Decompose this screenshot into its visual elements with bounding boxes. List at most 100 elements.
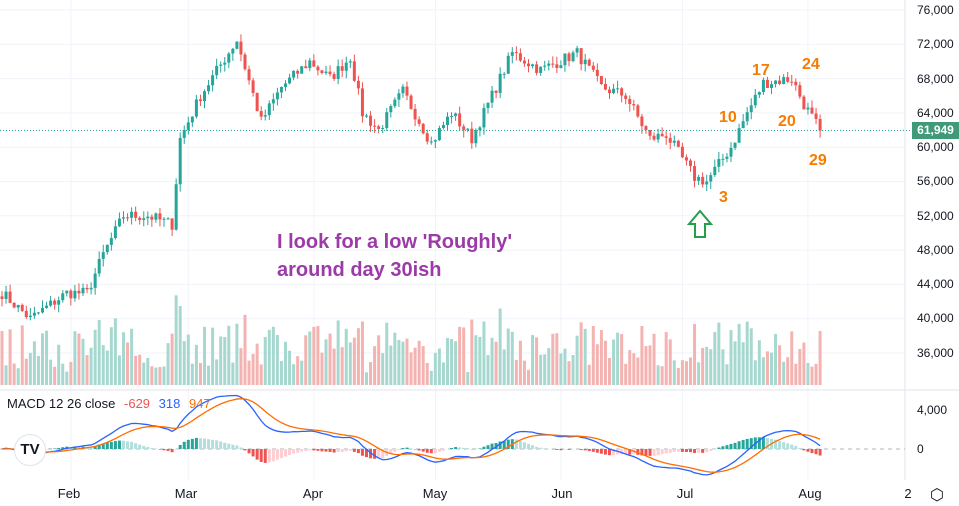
candle — [97, 258, 101, 274]
candle — [271, 99, 275, 104]
candle — [45, 305, 49, 308]
volume-bar — [69, 361, 73, 385]
volume-bar — [794, 363, 798, 385]
candle — [579, 48, 583, 65]
macd-line — [1, 394, 821, 476]
volume-bar — [198, 363, 202, 385]
settings-gear-icon[interactable]: ⬡ — [930, 487, 944, 504]
candle — [182, 129, 186, 138]
candle — [198, 99, 202, 102]
volume-bar — [211, 327, 215, 385]
candle — [170, 218, 174, 230]
macd-histogram-bar — [89, 446, 93, 449]
volume-bar — [207, 365, 211, 385]
x-tick: Jul — [676, 486, 694, 501]
macd-histogram-bar — [117, 440, 121, 449]
macd-histogram-bar — [178, 444, 182, 449]
candle — [794, 81, 798, 86]
candle — [12, 302, 16, 308]
volume-bar — [761, 357, 765, 385]
macd-histogram-bar — [668, 449, 672, 453]
macd-histogram-bar — [624, 449, 628, 455]
candle — [405, 86, 409, 96]
volume-bar — [782, 361, 786, 385]
candle — [433, 140, 437, 142]
macd-histogram-bar — [93, 445, 97, 449]
macd-histogram-bar — [798, 447, 802, 449]
candle — [745, 112, 749, 122]
candle — [292, 70, 296, 78]
volume-bar — [563, 348, 567, 385]
candle — [101, 252, 105, 259]
candle — [417, 119, 421, 124]
macd-histogram-bar — [373, 449, 377, 459]
macd-histogram-bar — [648, 449, 652, 456]
volume-bar — [437, 348, 441, 385]
volume-bar — [531, 335, 535, 385]
volume-bar — [271, 326, 275, 385]
volume-bar — [223, 337, 227, 385]
candle — [186, 122, 190, 130]
y-tick: 60,000 — [917, 140, 954, 154]
macd-histogram-bar — [194, 437, 198, 449]
volume-bar — [409, 352, 413, 385]
macd-histogram-bar — [288, 449, 292, 456]
volume-bar — [405, 338, 409, 385]
candle — [786, 77, 790, 82]
candle — [798, 85, 802, 97]
macd-histogram-bar — [559, 449, 563, 451]
candle — [551, 63, 555, 65]
macd-histogram-bar — [113, 441, 117, 449]
volume-bar — [190, 363, 194, 385]
macd-histogram-bar — [134, 443, 138, 449]
macd-histogram-bar — [122, 440, 125, 449]
note-line-1: I look for a low 'Roughly' — [277, 231, 513, 253]
macd-histogram-bar — [717, 447, 721, 449]
macd-histogram-bar — [628, 449, 632, 455]
candle — [510, 52, 514, 56]
candle — [608, 89, 611, 94]
volume-bar — [482, 321, 486, 385]
candle — [737, 128, 741, 143]
volume-bar — [0, 331, 4, 385]
macd-legend[interactable]: MACD 12 26 close -629 318 947 — [7, 396, 216, 411]
volume-bar — [587, 364, 591, 385]
volume-bar — [65, 371, 69, 385]
candle — [575, 48, 579, 53]
candle — [733, 142, 737, 148]
volume-bar — [462, 327, 466, 385]
candle — [57, 300, 61, 305]
macd-histogram-bar — [693, 449, 697, 453]
volume-bar — [798, 349, 802, 385]
macd-histogram-bar — [705, 449, 709, 453]
volume-bar — [543, 354, 547, 385]
macd-histogram-bar — [608, 449, 611, 456]
volume-bar — [85, 355, 89, 385]
candle — [616, 88, 620, 90]
y-tick: 72,000 — [917, 37, 954, 51]
volume-bar — [235, 323, 239, 385]
tradingview-logo[interactable]: TV — [14, 434, 46, 466]
candle — [490, 90, 494, 103]
macd-histogram-bar — [498, 441, 502, 449]
candle — [81, 287, 85, 294]
volume-bar — [158, 367, 162, 385]
candle — [709, 175, 713, 182]
volume-bar — [603, 340, 607, 385]
candle — [267, 103, 271, 116]
candle — [778, 80, 782, 85]
macd-histogram-bar — [689, 449, 692, 453]
note-line-2: around day 30ish — [277, 259, 442, 281]
candle — [203, 91, 206, 102]
macd-histogram-bar — [620, 449, 624, 455]
volume-bar — [644, 346, 648, 385]
volume-bar — [182, 341, 186, 385]
candle — [753, 94, 757, 106]
macd-histogram-bar — [539, 447, 543, 449]
volume-bar — [656, 365, 660, 385]
candle — [636, 105, 640, 117]
volume-bar — [514, 359, 518, 385]
candle — [814, 113, 818, 119]
volume-bar — [259, 364, 263, 385]
